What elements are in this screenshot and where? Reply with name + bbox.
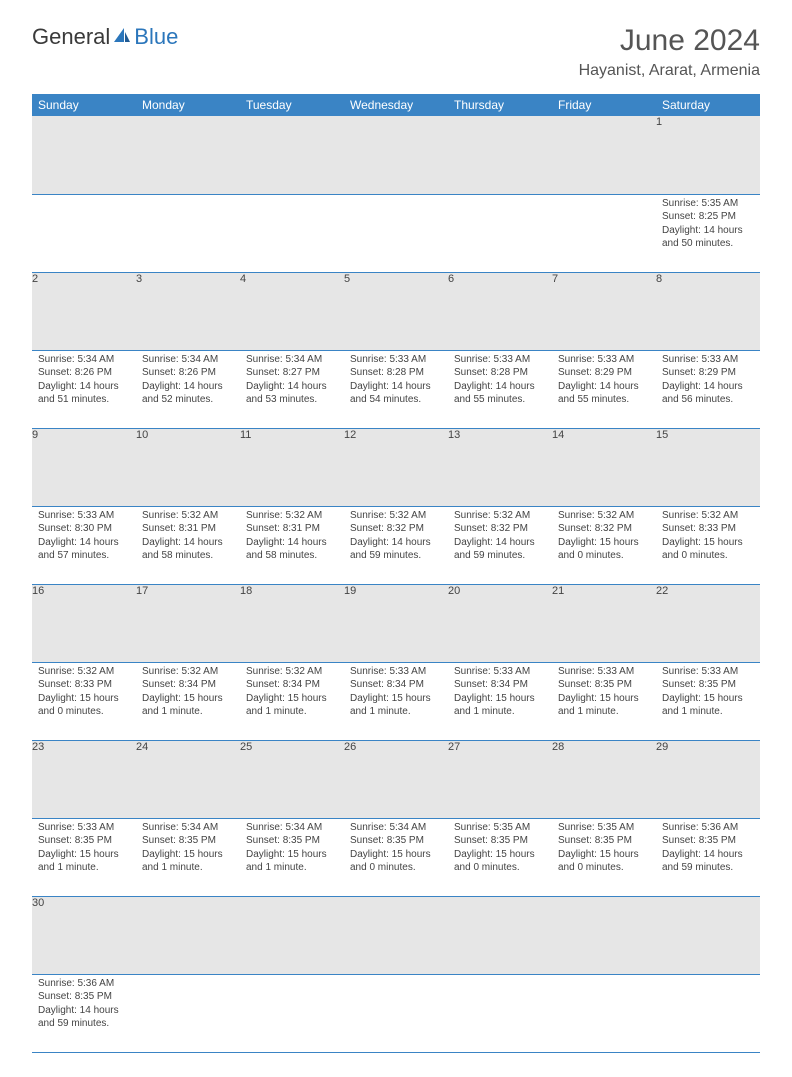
week5-numbers: 23242526272829 [32, 740, 760, 818]
calendar-page: General Blue June 2024 Hayanist, Ararat,… [0, 0, 792, 1077]
day-30: Sunrise: 5:36 AMSunset: 8:35 PMDaylight:… [32, 975, 136, 1035]
day-6: Sunrise: 5:33 AMSunset: 8:28 PMDaylight:… [448, 351, 552, 411]
daynum-1: 1 [656, 116, 760, 194]
day-2: Sunrise: 5:34 AMSunset: 8:26 PMDaylight:… [32, 351, 136, 411]
day-25: Sunrise: 5:34 AMSunset: 8:35 PMDaylight:… [240, 819, 344, 879]
week3-numbers: 9101112131415 [32, 428, 760, 506]
day-21: Sunrise: 5:33 AMSunset: 8:35 PMDaylight:… [552, 663, 656, 723]
daynum-4: 4 [240, 272, 344, 350]
day-27: Sunrise: 5:35 AMSunset: 8:35 PMDaylight:… [448, 819, 552, 879]
week3-content: Sunrise: 5:33 AMSunset: 8:30 PMDaylight:… [32, 506, 760, 584]
week4-numbers: 16171819202122 [32, 584, 760, 662]
week2-numbers: 2 3 4 5 6 7 8 [32, 272, 760, 350]
week6-content: Sunrise: 5:36 AMSunset: 8:35 PMDaylight:… [32, 974, 760, 1052]
day-1: Sunrise: 5:35 AM Sunset: 8:25 PM Dayligh… [656, 195, 760, 255]
week2-content: Sunrise: 5:34 AMSunset: 8:26 PMDaylight:… [32, 350, 760, 428]
week4-content: Sunrise: 5:32 AMSunset: 8:33 PMDaylight:… [32, 662, 760, 740]
daynum-5: 5 [344, 272, 448, 350]
day-14: Sunrise: 5:32 AMSunset: 8:32 PMDaylight:… [552, 507, 656, 567]
brand-logo: General Blue [32, 24, 178, 50]
col-friday: Friday [552, 94, 656, 116]
day-29: Sunrise: 5:36 AMSunset: 8:35 PMDaylight:… [656, 819, 760, 879]
header: General Blue June 2024 Hayanist, Ararat,… [32, 24, 760, 80]
day-13: Sunrise: 5:32 AMSunset: 8:32 PMDaylight:… [448, 507, 552, 567]
sunrise: Sunrise: 5:35 AM [662, 197, 754, 211]
daynum-7: 7 [552, 272, 656, 350]
sail-icon [112, 24, 132, 50]
day-24: Sunrise: 5:34 AMSunset: 8:35 PMDaylight:… [136, 819, 240, 879]
day-26: Sunrise: 5:34 AMSunset: 8:35 PMDaylight:… [344, 819, 448, 879]
day-5: Sunrise: 5:33 AMSunset: 8:28 PMDaylight:… [344, 351, 448, 411]
col-thursday: Thursday [448, 94, 552, 116]
col-tuesday: Tuesday [240, 94, 344, 116]
page-title: June 2024 [579, 24, 760, 58]
day-11: Sunrise: 5:32 AMSunset: 8:31 PMDaylight:… [240, 507, 344, 567]
week1-numbers: 1 [32, 116, 760, 194]
day-7: Sunrise: 5:33 AMSunset: 8:29 PMDaylight:… [552, 351, 656, 411]
day-12: Sunrise: 5:32 AMSunset: 8:32 PMDaylight:… [344, 507, 448, 567]
day-17: Sunrise: 5:32 AMSunset: 8:34 PMDaylight:… [136, 663, 240, 723]
day-9: Sunrise: 5:33 AMSunset: 8:30 PMDaylight:… [32, 507, 136, 567]
brand-part2: Blue [134, 24, 178, 50]
calendar-table: Sunday Monday Tuesday Wednesday Thursday… [32, 94, 760, 1053]
day-18: Sunrise: 5:32 AMSunset: 8:34 PMDaylight:… [240, 663, 344, 723]
location-subtitle: Hayanist, Ararat, Armenia [579, 62, 760, 80]
daynum-8: 8 [656, 272, 760, 350]
col-saturday: Saturday [656, 94, 760, 116]
day-19: Sunrise: 5:33 AMSunset: 8:34 PMDaylight:… [344, 663, 448, 723]
day-4: Sunrise: 5:34 AMSunset: 8:27 PMDaylight:… [240, 351, 344, 411]
daynum-3: 3 [136, 272, 240, 350]
title-block: June 2024 Hayanist, Ararat, Armenia [579, 24, 760, 80]
day-15: Sunrise: 5:32 AMSunset: 8:33 PMDaylight:… [656, 507, 760, 567]
day-23: Sunrise: 5:33 AMSunset: 8:35 PMDaylight:… [32, 819, 136, 879]
day-3: Sunrise: 5:34 AMSunset: 8:26 PMDaylight:… [136, 351, 240, 411]
col-wednesday: Wednesday [344, 94, 448, 116]
day-22: Sunrise: 5:33 AMSunset: 8:35 PMDaylight:… [656, 663, 760, 723]
weekday-header-row: Sunday Monday Tuesday Wednesday Thursday… [32, 94, 760, 116]
col-sunday: Sunday [32, 94, 136, 116]
week6-numbers: 30 [32, 896, 760, 974]
day-16: Sunrise: 5:32 AMSunset: 8:33 PMDaylight:… [32, 663, 136, 723]
daylight: Daylight: 14 hours and 50 minutes. [662, 224, 754, 251]
day-20: Sunrise: 5:33 AMSunset: 8:34 PMDaylight:… [448, 663, 552, 723]
col-monday: Monday [136, 94, 240, 116]
day-10: Sunrise: 5:32 AMSunset: 8:31 PMDaylight:… [136, 507, 240, 567]
week5-content: Sunrise: 5:33 AMSunset: 8:35 PMDaylight:… [32, 818, 760, 896]
daynum-2: 2 [32, 272, 136, 350]
week1-content: Sunrise: 5:35 AM Sunset: 8:25 PM Dayligh… [32, 194, 760, 272]
daynum-6: 6 [448, 272, 552, 350]
brand-part1: General [32, 24, 110, 50]
day-8: Sunrise: 5:33 AMSunset: 8:29 PMDaylight:… [656, 351, 760, 411]
day-28: Sunrise: 5:35 AMSunset: 8:35 PMDaylight:… [552, 819, 656, 879]
sunset: Sunset: 8:25 PM [662, 210, 754, 224]
